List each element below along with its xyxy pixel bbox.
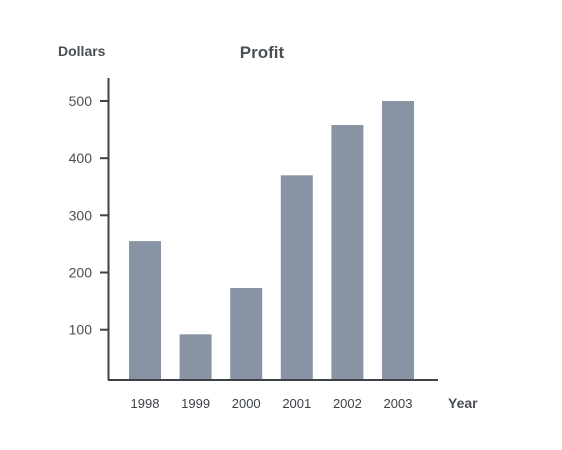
bar-2002: [331, 125, 364, 380]
x-tick-label-2001: 2001: [282, 396, 311, 411]
bar-2000: [230, 288, 263, 380]
x-tick-label-2003: 2003: [384, 396, 413, 411]
y-tick-label-200: 200: [69, 265, 93, 281]
y-tick-label-500: 500: [69, 93, 93, 109]
bar-1999: [179, 334, 212, 380]
y-axis-label: Dollars: [58, 43, 106, 59]
y-tick-label-400: 400: [69, 150, 93, 166]
bar-2001: [280, 175, 313, 380]
x-tick-label-1998: 1998: [131, 396, 160, 411]
x-tick-label-1999: 1999: [181, 396, 210, 411]
bar-2003: [382, 101, 414, 380]
bar-1998: [129, 241, 161, 380]
bars-layer: [129, 101, 414, 380]
x-tick-label-2002: 2002: [333, 396, 362, 411]
y-tick-label-300: 300: [69, 207, 93, 223]
x-tick-label-2000: 2000: [232, 396, 261, 411]
chart-title: Profit: [240, 43, 285, 62]
y-ticks-layer: 100 200 300 400 500: [69, 93, 108, 338]
x-axis-label: Year: [448, 395, 478, 411]
y-tick-label-100: 100: [69, 322, 93, 338]
x-ticks-layer: 1998 1999 2000 2001 2002 2003: [131, 396, 413, 411]
